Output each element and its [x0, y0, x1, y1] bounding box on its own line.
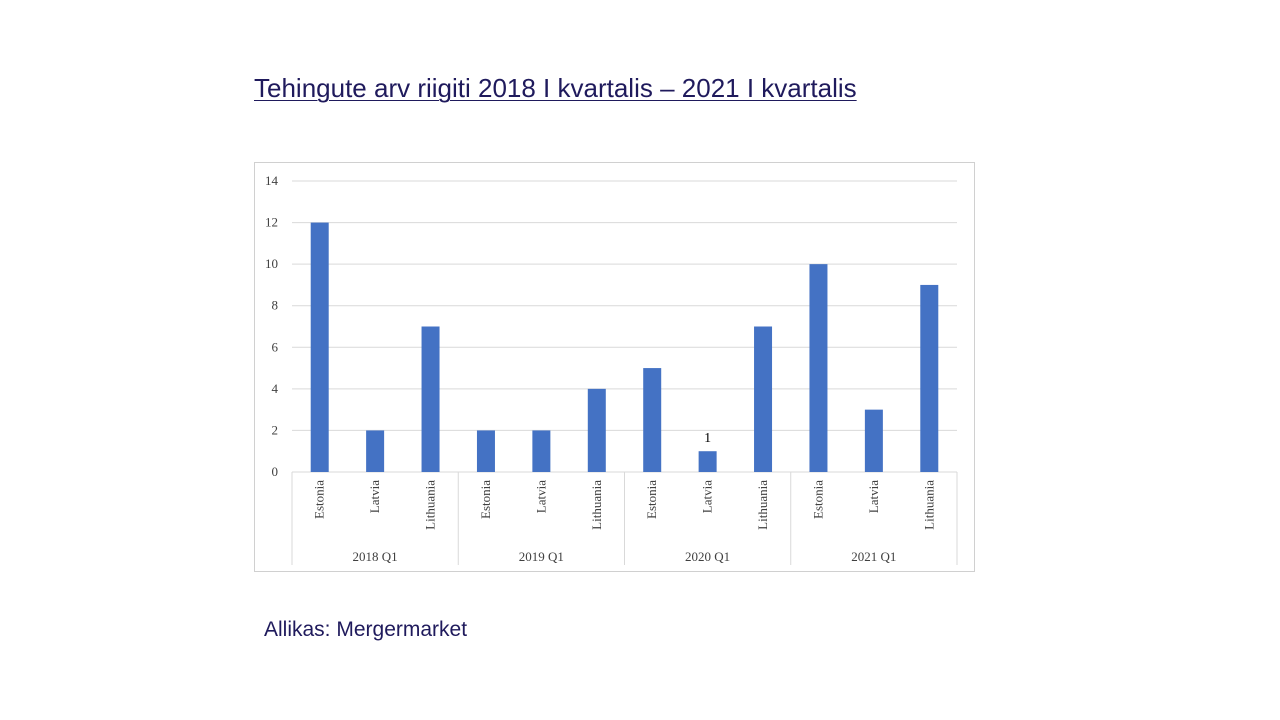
category-label: Lithuania: [423, 480, 438, 530]
group-label: 2018 Q1: [353, 549, 398, 564]
source-note: Allikas: Mergermarket: [264, 618, 468, 641]
bar-latvia-2020-q1: [698, 451, 717, 472]
data-label: 1: [704, 431, 711, 446]
chart-svg: 0 2 4 6 8 10 12 14 2018 Q1 Estonia Latvia Lithuania…: [265, 173, 958, 565]
y-tick-label: 4: [272, 381, 279, 396]
y-tick-label: 0: [272, 464, 279, 479]
bar-latvia-2018-q1: [366, 430, 385, 472]
bar-estonia-2021-q1: [809, 264, 828, 472]
bar-lithuania-2020-q1: [754, 326, 773, 472]
category-label: Estonia: [312, 480, 327, 519]
category-label: Latvia: [700, 480, 715, 513]
category-label: Estonia: [810, 480, 825, 519]
category-label: Latvia: [367, 480, 382, 513]
category-label: Estonia: [478, 480, 493, 519]
bar-latvia-2019-q1: [532, 430, 551, 472]
group-label: 2020 Q1: [685, 549, 730, 564]
y-tick-label: 14: [265, 173, 279, 188]
category-label: Lithuania: [921, 480, 936, 530]
category-label: Estonia: [644, 480, 659, 519]
bar-estonia-2020-q1: [643, 368, 662, 472]
y-tick-label: 2: [272, 422, 279, 437]
y-tick-label: 8: [272, 298, 279, 313]
bar-latvia-2021-q1: [864, 409, 883, 472]
slide-title: Tehingute arv riigiti 2018 I kvartalis –…: [254, 73, 857, 103]
category-label: Lithuania: [755, 480, 770, 530]
bar-lithuania-2018-q1: [421, 326, 440, 472]
category-label: Latvia: [533, 480, 548, 513]
bar-lithuania-2019-q1: [587, 388, 606, 472]
bar-estonia-2019-q1: [476, 430, 495, 472]
category-label: Lithuania: [589, 480, 604, 530]
y-tick-label: 10: [265, 256, 278, 271]
y-tick-label: 6: [272, 339, 279, 354]
bar-estonia-2018-q1: [310, 222, 329, 472]
category-label: Latvia: [866, 480, 881, 513]
bar-lithuania-2021-q1: [920, 284, 939, 472]
group-label: 2021 Q1: [851, 549, 896, 564]
y-tick-label: 12: [265, 215, 278, 230]
bar-chart: 0 2 4 6 8 10 12 14 2018 Q1 Estonia Latvia Lithuania…: [254, 162, 975, 572]
group-label: 2019 Q1: [519, 549, 564, 564]
